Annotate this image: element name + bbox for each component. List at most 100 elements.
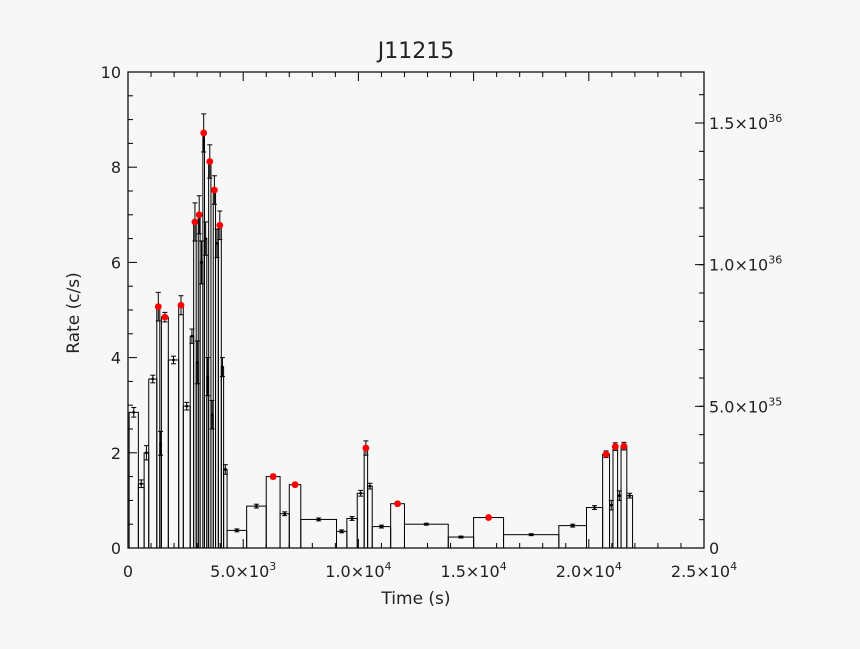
data-point <box>628 494 632 498</box>
rate-bin <box>390 503 405 549</box>
data-point <box>215 241 219 245</box>
data-point <box>190 334 194 338</box>
data-point <box>221 365 224 369</box>
flare-marker <box>154 303 162 311</box>
data-point <box>529 533 533 537</box>
y2-tick-label: 5.0×1035 <box>709 395 782 416</box>
rate-bin <box>128 411 139 549</box>
data-point <box>593 506 596 509</box>
x-tick-label: 2.0×104 <box>556 560 622 581</box>
data-point <box>139 482 143 486</box>
rate-bin <box>143 452 150 549</box>
y-tick-label: 8 <box>111 158 121 177</box>
data-point <box>459 535 463 539</box>
rate-bin <box>609 504 614 549</box>
data-point <box>424 522 428 526</box>
rate-bin <box>167 359 180 549</box>
flare-marker <box>211 186 218 194</box>
rate-bin <box>602 453 611 549</box>
y-tick-label: 6 <box>111 253 121 272</box>
rate-bin <box>265 476 281 549</box>
y2-tick-label: 1.0×1036 <box>709 254 782 275</box>
rate-bin <box>403 523 449 549</box>
rate-bin <box>137 483 145 549</box>
data-point <box>255 504 258 508</box>
rate-bin <box>336 530 348 549</box>
data-point <box>571 524 575 528</box>
y2-tick-label: 0 <box>709 539 719 558</box>
rate-bin <box>473 517 505 549</box>
rate-bin <box>367 485 373 549</box>
y-tick-label: 2 <box>111 444 121 463</box>
y2-tick-label: 1.5×1036 <box>709 112 782 133</box>
y-tick-label: 0 <box>111 539 121 558</box>
data-point <box>609 503 613 507</box>
x-tick-label: 5.0×103 <box>210 560 276 581</box>
flare-marker <box>362 444 370 452</box>
rate-bin <box>279 513 290 549</box>
rate-bin <box>246 505 267 549</box>
rate-bin <box>178 304 184 549</box>
x-tick-label: 1.0×104 <box>325 560 391 581</box>
data-point <box>185 404 189 408</box>
rate-bin <box>617 495 622 549</box>
rate-bin <box>288 484 302 549</box>
data-point <box>340 529 344 533</box>
rate-bin <box>148 378 158 549</box>
data-point <box>235 528 239 532</box>
flare-marker <box>195 211 203 219</box>
flare-marker <box>191 218 199 226</box>
rate-bin <box>626 495 634 549</box>
bins-layer <box>128 113 634 549</box>
y-axis-label: Rate (c/s) <box>64 272 84 354</box>
y-tick-label: 10 <box>101 63 121 82</box>
rate-bin <box>182 405 191 549</box>
data-point <box>132 410 136 414</box>
data-point <box>145 451 148 455</box>
data-point <box>172 358 175 362</box>
rate-bin <box>346 517 358 549</box>
flare-marker <box>485 514 492 521</box>
rate-bin <box>558 525 587 549</box>
flare-marker <box>216 221 224 229</box>
data-point <box>204 237 208 241</box>
flare-marker <box>291 481 299 489</box>
flare-marker <box>206 158 214 165</box>
data-point <box>368 484 372 488</box>
rate-bin <box>503 534 560 549</box>
rate-bin <box>160 316 169 549</box>
rate-bin <box>447 536 475 549</box>
rate-bin <box>363 447 369 549</box>
flare-marker <box>394 500 401 508</box>
flare-marker <box>269 473 277 480</box>
data-point <box>359 491 363 495</box>
x-tick-label: 0 <box>123 562 133 581</box>
data-point <box>223 468 227 471</box>
rate-bin <box>612 446 619 549</box>
rate-bin <box>226 529 248 549</box>
data-point <box>283 512 287 516</box>
chart-title: J11215 <box>376 39 454 64</box>
x-tick-label: 1.5×104 <box>440 560 506 581</box>
flare-marker <box>200 129 208 137</box>
rate-bin <box>300 518 338 549</box>
flare-marker <box>161 313 169 321</box>
x-tick-label: 2.5×104 <box>671 560 737 581</box>
data-point <box>200 261 203 264</box>
data-point <box>151 377 155 381</box>
x-axis-label: Time (s) <box>380 589 450 609</box>
rate-bin <box>189 335 195 549</box>
axes-layer: 0 5.0×103 1.0×104 1.5×104 2.0×104 2.5×104 0 2 4 6… <box>101 63 783 581</box>
data-point <box>350 517 354 520</box>
data-point <box>317 518 321 521</box>
data-point <box>380 525 383 528</box>
y-tick-label: 4 <box>111 349 121 368</box>
flare-marker <box>620 442 628 450</box>
flare-marker <box>177 301 185 309</box>
data-point <box>617 494 621 498</box>
flare-marker <box>602 450 610 458</box>
flare-marker <box>611 443 619 451</box>
rate-bin <box>223 468 228 549</box>
